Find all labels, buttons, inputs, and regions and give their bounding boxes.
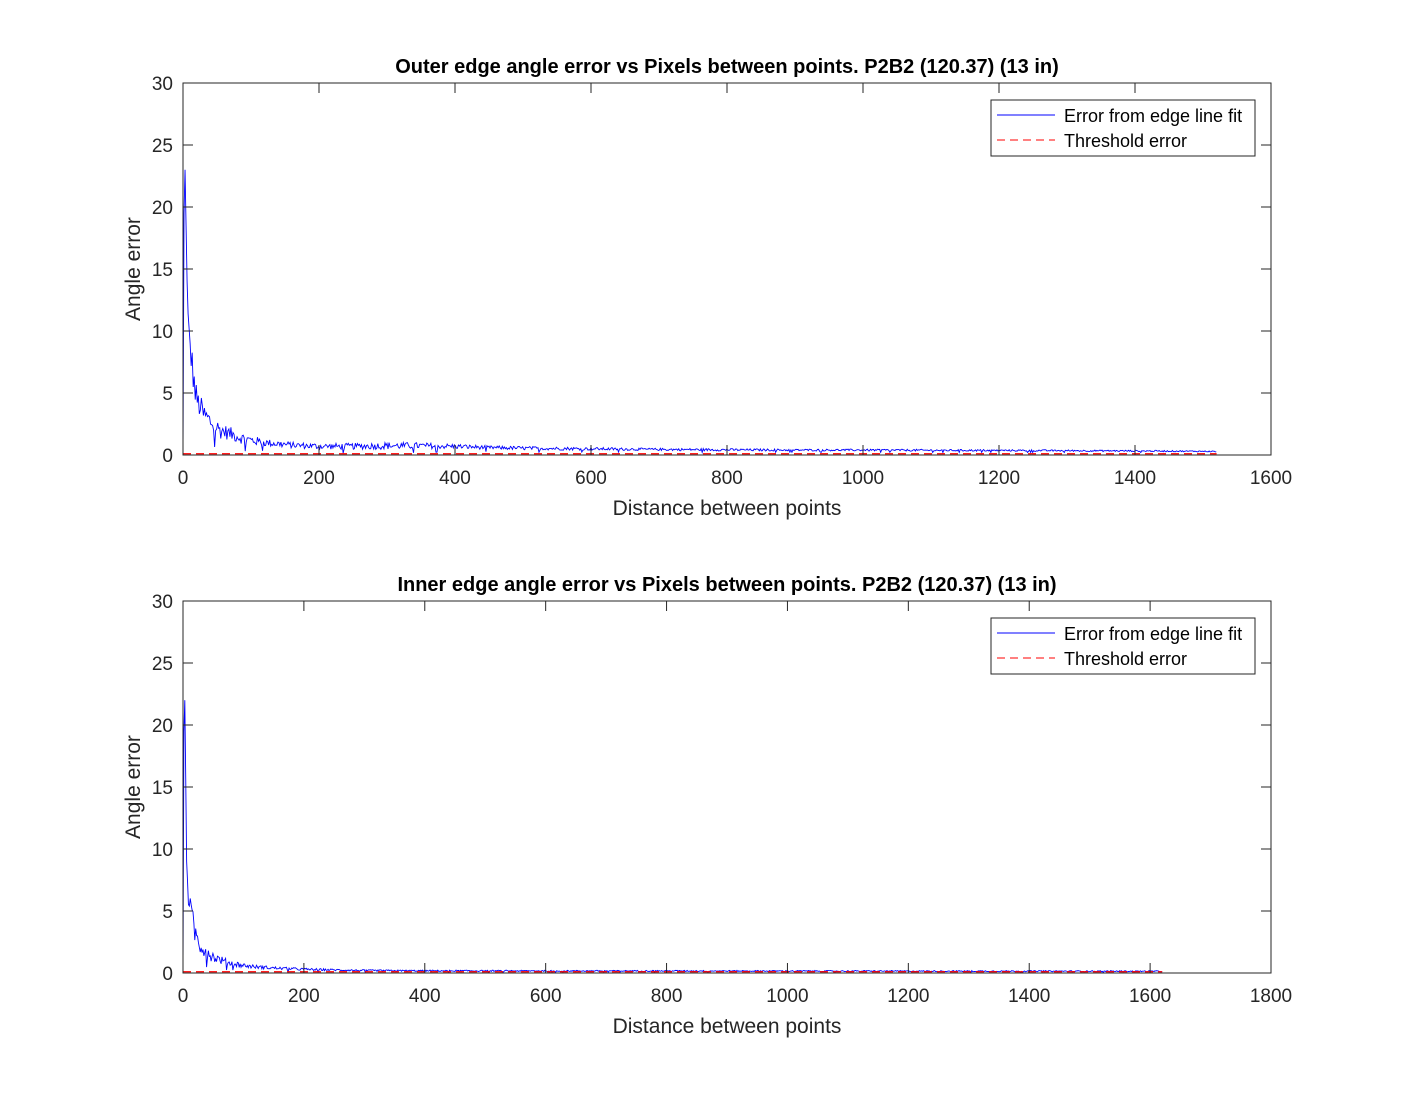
y-axis-label: Angle error	[122, 217, 145, 321]
series-line-error	[183, 169, 1217, 455]
x-tick-label: 1800	[1250, 986, 1292, 1007]
x-tick-label: 400	[439, 468, 471, 489]
y-tick-label: 20	[152, 198, 173, 219]
x-tick-label: 800	[711, 468, 743, 489]
y-tick-label: 0	[162, 964, 173, 985]
y-tick-label: 15	[152, 778, 173, 799]
chart-title: Inner edge angle error vs Pixels between…	[397, 574, 1056, 596]
x-tick-label: 1200	[887, 986, 929, 1007]
y-axis-label: Angle error	[122, 735, 145, 839]
x-tick-label: 600	[575, 468, 607, 489]
legend-label: Error from edge line fit	[1064, 624, 1242, 644]
x-tick-label: 1400	[1008, 986, 1050, 1007]
x-tick-label: 1600	[1129, 986, 1171, 1007]
legend-label: Threshold error	[1064, 649, 1187, 669]
x-tick-label: 1400	[1114, 468, 1156, 489]
x-axis-label: Distance between points	[613, 497, 842, 520]
x-tick-label: 800	[651, 986, 683, 1007]
y-tick-label: 30	[152, 74, 173, 95]
x-tick-label: 600	[530, 986, 562, 1007]
legend-label: Error from edge line fit	[1064, 106, 1242, 126]
y-tick-label: 5	[162, 902, 173, 923]
legend: Error from edge line fit Threshold error	[990, 617, 1256, 675]
y-tick-label: 25	[152, 654, 173, 675]
x-tick-label: 0	[178, 986, 189, 1007]
y-tick-label: 25	[152, 136, 173, 157]
legend-box	[990, 99, 1256, 157]
x-tick-label: 1000	[766, 986, 808, 1007]
series-line-error	[183, 700, 1163, 973]
y-tick-label: 10	[152, 322, 173, 343]
x-tick-label: 1600	[1250, 468, 1292, 489]
y-tick-label: 30	[152, 592, 173, 613]
legend: Error from edge line fit Threshold error	[990, 99, 1256, 157]
chart-title: Outer edge angle error vs Pixels between…	[395, 56, 1059, 78]
legend-label: Threshold error	[1064, 131, 1187, 151]
x-tick-label: 0	[178, 468, 189, 489]
x-tick-label: 200	[303, 468, 335, 489]
y-tick-label: 20	[152, 716, 173, 737]
y-tick-label: 5	[162, 384, 173, 405]
y-tick-label: 15	[152, 260, 173, 281]
y-tick-label: 0	[162, 446, 173, 467]
x-tick-label: 1200	[978, 468, 1020, 489]
x-tick-label: 200	[288, 986, 320, 1007]
x-tick-label: 1000	[842, 468, 884, 489]
chart-panel-2: 0 200 400 600 800 1000 1200 1400 1600 1800 0 5 10 15 2…	[122, 574, 1292, 1038]
x-axis-label: Distance between points	[613, 1015, 842, 1038]
y-tick-label: 10	[152, 840, 173, 861]
x-tick-label: 400	[409, 986, 441, 1007]
chart-panel-1: 0 200 400 600 800 1000 1200 1400 1600 0 5 10 15 20 25 3…	[122, 56, 1292, 520]
legend-box	[990, 617, 1256, 675]
